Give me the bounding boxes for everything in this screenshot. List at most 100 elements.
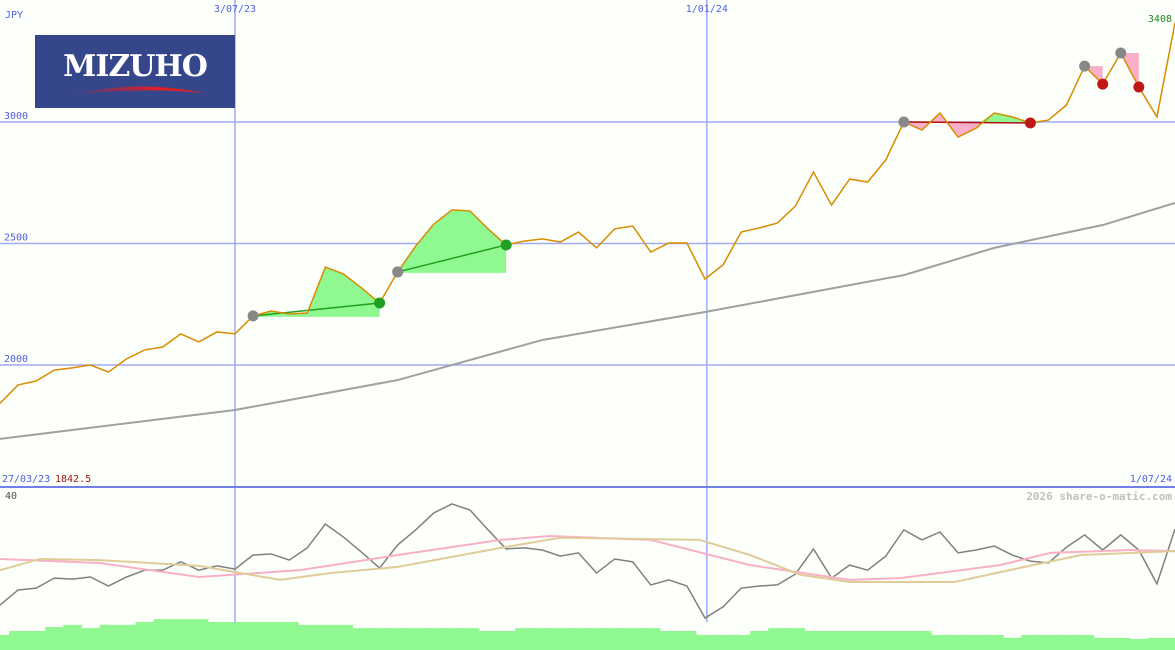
volume-bar [858, 631, 878, 650]
logo-text: MIZUHO [63, 49, 208, 84]
volume-bar [352, 628, 372, 650]
volume-bar [442, 628, 462, 650]
volume-bar [876, 631, 896, 650]
volume-bar [714, 634, 733, 650]
sell-marker [1024, 117, 1036, 129]
volume-bar [298, 624, 317, 650]
last-price-label: 3408 [1147, 14, 1172, 25]
volume-bar [930, 634, 950, 650]
volume-bar [786, 628, 805, 650]
sell-trend-line [903, 121, 1031, 124]
volume-bar [225, 622, 245, 650]
volume-bar [81, 628, 100, 650]
volume-bar [804, 631, 823, 650]
volume-bar [262, 622, 281, 650]
volume-bar [1111, 637, 1131, 650]
volume-bar [280, 622, 299, 650]
volume-bar [0, 634, 10, 650]
volume-bar [641, 628, 661, 650]
ytick-label: 2500 [4, 233, 28, 244]
volume-bar [370, 628, 390, 650]
volume-bar [460, 628, 480, 650]
volume-bar [497, 631, 516, 650]
volume-bar [985, 634, 1004, 650]
entry-marker [1115, 47, 1127, 59]
volume-bar [1057, 634, 1077, 650]
entry-marker [247, 310, 259, 322]
xtick-label: 1/01/24 [686, 4, 728, 15]
lower-ytick-label: 40 [5, 491, 17, 502]
buy-marker [374, 297, 386, 309]
volume-bar [1147, 637, 1167, 650]
volume-bar [27, 631, 46, 650]
moving-average-line [0, 201, 1175, 440]
volume-bar [605, 628, 625, 650]
volume-bar [63, 624, 82, 650]
volume-bar [750, 631, 769, 650]
volume-bar [171, 619, 191, 650]
volume-bar [533, 628, 552, 650]
volume-bar [949, 634, 968, 650]
logo: MIZUHO [35, 35, 235, 108]
ytick-label: 2000 [4, 354, 28, 365]
end-date-label: 1/07/24 [1129, 474, 1172, 485]
volume-bar [135, 622, 155, 650]
entry-marker [392, 266, 404, 278]
volume-bar [1003, 637, 1022, 650]
volume-bar [388, 628, 408, 650]
volume-bar [1129, 638, 1149, 650]
price-line [0, 22, 1175, 404]
volume-bar [424, 628, 444, 650]
volume-bar [732, 634, 751, 650]
volume-bar [207, 622, 227, 650]
signal-tan-line [0, 536, 1175, 584]
volume-bar [551, 628, 570, 650]
volume-bar [9, 631, 28, 650]
volume-bar [569, 628, 588, 650]
volume-bar [623, 628, 643, 650]
volume-bar [1021, 634, 1040, 650]
ytick-label: 3000 [4, 111, 28, 122]
sell-marker [1097, 78, 1109, 90]
watermark: 2026 share-o-matic.com [1026, 490, 1172, 503]
entry-marker [1079, 60, 1091, 72]
logo-arc [71, 86, 205, 95]
volume-bar [1165, 637, 1175, 650]
xtick-label: 3/07/23 [214, 4, 256, 15]
volume-bar [1039, 634, 1058, 650]
volume-bar [406, 628, 426, 650]
start-price-label: 1842.5 [55, 474, 92, 485]
volume-bar [822, 631, 842, 650]
volume-bar [244, 622, 263, 650]
volume-bar [45, 627, 64, 650]
buy-trend-line [397, 244, 507, 273]
buy-trend-line [253, 302, 380, 317]
volume-bar [912, 631, 932, 650]
volume-bar [695, 634, 715, 650]
currency-label: JPY [5, 10, 24, 21]
volume-bar [587, 628, 607, 650]
volume-bar [479, 631, 498, 650]
sell-marker [1133, 81, 1145, 93]
volume-bar [1075, 634, 1095, 650]
volume-bar [99, 624, 118, 650]
volume-bar [768, 628, 787, 650]
volume-bar [840, 631, 860, 650]
start-date-label: 27/03/23 [2, 474, 51, 485]
indicator-line [0, 503, 1175, 620]
entry-marker [898, 116, 910, 128]
volume-bar [1093, 637, 1113, 650]
volume-bar [677, 631, 697, 650]
volume-bar [316, 624, 335, 650]
volume-bar [894, 631, 914, 650]
volume-bar [117, 624, 137, 650]
volume-bar [334, 624, 353, 650]
volume-bar [515, 628, 534, 650]
volume-bar [189, 619, 209, 650]
buy-marker [500, 239, 512, 251]
volume-bar [153, 619, 173, 650]
volume-bar [659, 631, 679, 650]
buy-zone [397, 209, 507, 273]
